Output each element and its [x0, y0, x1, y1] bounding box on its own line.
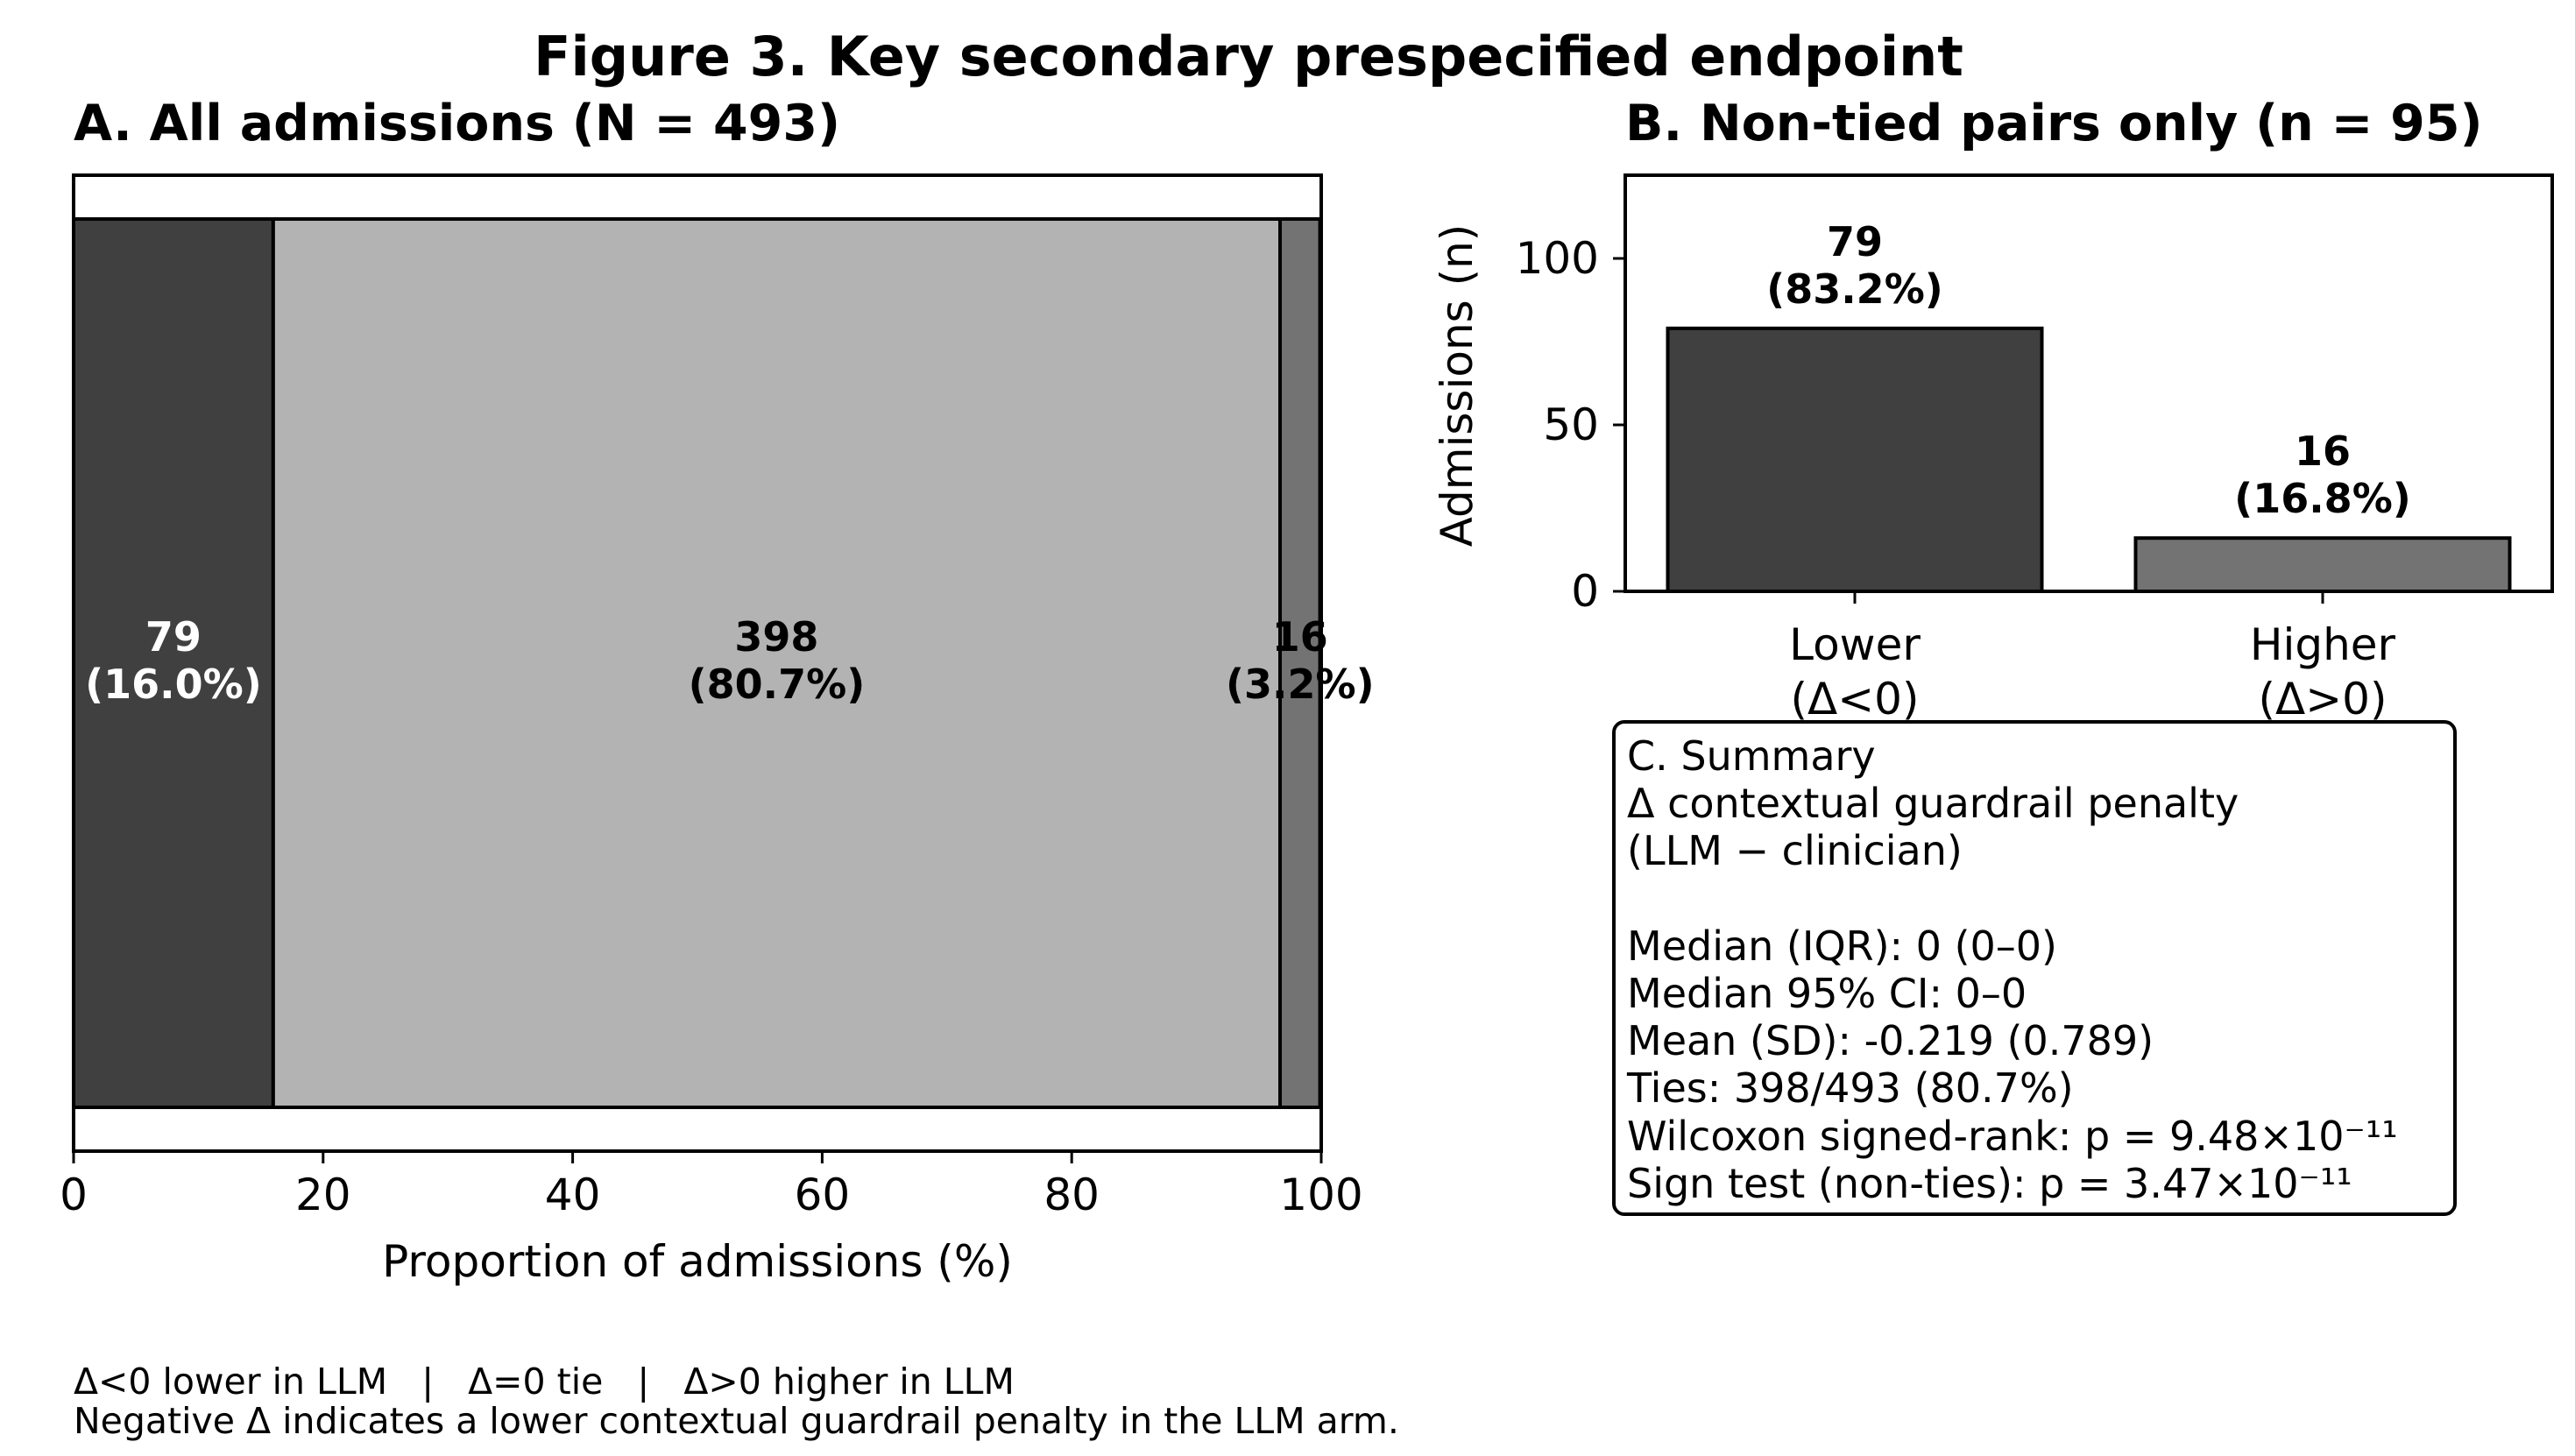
summary-line: Median (IQR): 0 (0–0): [1627, 922, 2057, 970]
y-tick-label: 100: [1516, 233, 1599, 284]
y-tick-label: 50: [1543, 399, 1599, 450]
segment-percent-label-higher: (3.2%): [1226, 661, 1375, 708]
x-tick-label-higher-line-2: (Δ>0): [2259, 674, 2388, 724]
panel-a-frame: [72, 173, 1323, 1153]
x-tick-label: 0: [60, 1170, 88, 1220]
segment-percent-label-lower: (16.0%): [85, 661, 262, 708]
bar-value-label-higher: 16: [2295, 428, 2351, 475]
bar-percent-label-higher: (16.8%): [2234, 475, 2411, 522]
panel-a-x-axis-label: Proportion of admissions (%): [382, 1236, 1013, 1287]
segment-count-label-lower: 79: [145, 613, 202, 661]
segment-count-label-tie: 398: [734, 613, 818, 661]
segment-percent-label-tie: (80.7%): [689, 661, 866, 708]
bar-value-label-lower: 79: [1827, 218, 1883, 265]
x-tick-label: 20: [295, 1170, 351, 1220]
summary-line: Ties: 398/493 (80.7%): [1627, 1064, 2074, 1113]
bar-lower: [1666, 326, 2044, 593]
segment-count-label-higher: 16: [1272, 613, 1328, 661]
panel-b-y-axis-label: Admissions (n): [1432, 224, 1482, 548]
panel-a-title: A. All admissions (N = 493): [74, 95, 840, 152]
panel-a-stacked-bar: A. All admissions (N = 493) 0 20 40 60 80 100…: [60, 95, 1375, 1287]
x-tick-label: 40: [545, 1170, 601, 1220]
bar-higher: [2133, 536, 2512, 594]
bar-segment-lower: [72, 217, 275, 1109]
summary-text: C. Summary Δ contextual guardrail penalty…: [1627, 732, 2398, 1207]
summary-line: Δ contextual guardrail penalty: [1627, 780, 2239, 828]
figure-title: Figure 3. Key secondary prespecified end…: [534, 25, 1963, 88]
summary-box: [1612, 720, 2457, 1216]
x-tick-label-lower-line-1: Lower: [1789, 619, 1921, 670]
bar-percent-label-lower: (83.2%): [1766, 265, 1943, 313]
summary-line: C. Summary: [1627, 732, 1876, 780]
x-tick-label-higher-line-1: Higher: [2250, 619, 2396, 670]
x-tick-label-lower-line-2: (Δ<0): [1791, 674, 1920, 724]
summary-line: Sign test (non-ties): p = 3.47×10⁻¹¹: [1627, 1159, 2352, 1207]
panel-b-frame: [1624, 173, 2554, 593]
summary-line: [1627, 875, 2398, 922]
footnote-note: Negative Δ indicates a lower contextual …: [74, 1400, 1399, 1442]
footnote-legend: Δ<0 lower in LLM | Δ=0 tie | Δ>0 higher …: [74, 1361, 1015, 1403]
summary-line: Wilcoxon signed-rank: p = 9.48×10⁻¹¹: [1627, 1112, 2398, 1160]
x-tick-label: 60: [795, 1170, 851, 1220]
summary-line: (LLM − clinician): [1627, 827, 1963, 875]
y-tick-label: 0: [1571, 566, 1599, 617]
x-tick-label: 80: [1043, 1170, 1100, 1220]
summary-line: Mean (SD): -0.219 (0.789): [1627, 1017, 2154, 1065]
summary-line: Median 95% CI: 0–0: [1627, 969, 2027, 1017]
panel-b-title: B. Non-tied pairs only (n = 95): [1625, 95, 2483, 152]
x-tick-label: 100: [1279, 1170, 1362, 1220]
panel-b-bar-chart: B. Non-tied pairs only (n = 95) Lower(Δ<…: [1432, 95, 2554, 724]
